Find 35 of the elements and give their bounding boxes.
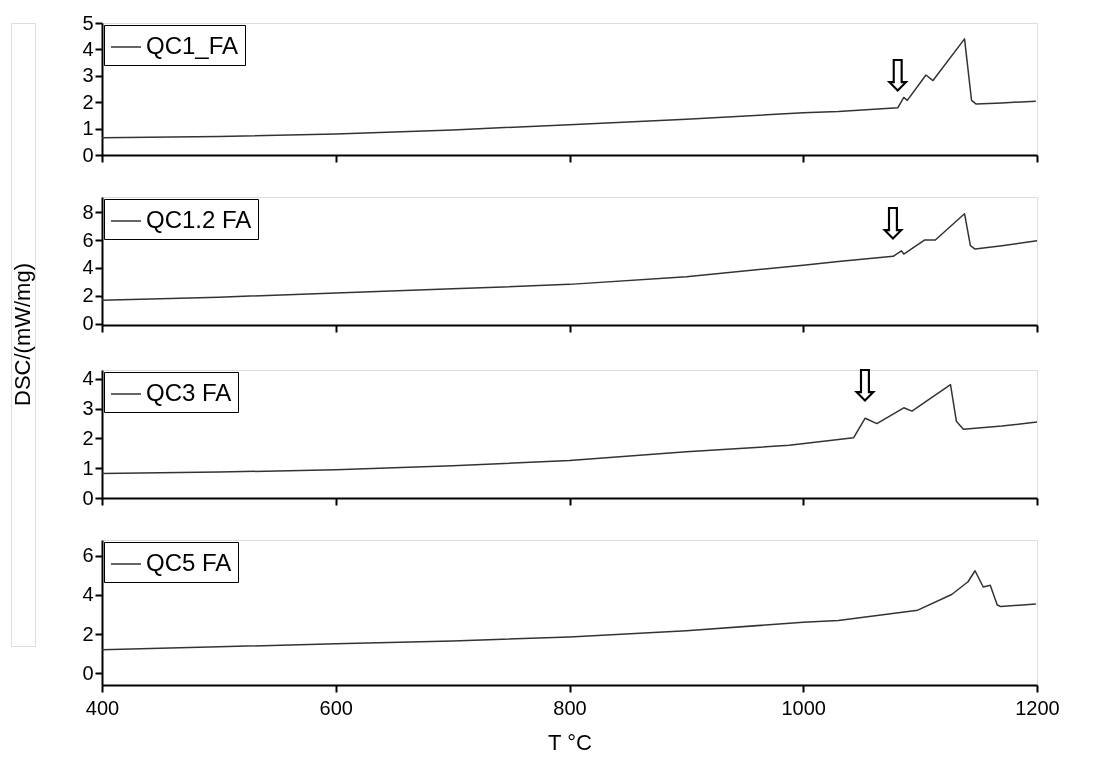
y-tick-label: 0 <box>82 661 94 684</box>
y-tick-label: 5 <box>82 11 94 34</box>
legend-label: QC3 FA <box>146 379 232 406</box>
y-tick-label: 1 <box>82 117 94 140</box>
legend-label: QC5 FA <box>146 549 232 576</box>
y-tick-label: 2 <box>82 284 94 307</box>
annotation: ⇩ <box>874 198 912 250</box>
y-tick-label: 4 <box>82 256 94 279</box>
legend-label: QC1_FA <box>146 32 239 59</box>
y-tick-label: 2 <box>82 90 94 113</box>
line-series <box>101 38 1037 139</box>
y-tick-label: 1 <box>82 456 94 479</box>
y-tick-label: 4 <box>82 367 94 390</box>
y-tick-label: 4 <box>82 37 94 60</box>
x-tick-label: 1000 <box>781 696 826 719</box>
x-tick-label: 600 <box>319 696 353 719</box>
y-tick-label: 3 <box>82 64 94 87</box>
y-tick-label: 0 <box>82 486 94 509</box>
y-axis-title: DSC/(mW/mg) <box>10 263 35 406</box>
y-tick-label: 0 <box>82 312 94 335</box>
y-tick-label: 6 <box>82 544 94 567</box>
x-axis-title: T °C <box>548 729 593 755</box>
y-tick-label: 0 <box>82 143 94 166</box>
y-tick-label: 8 <box>82 200 94 223</box>
x-tick-label: 1200 <box>1015 696 1060 719</box>
annotation: ⇩ <box>879 49 917 101</box>
x-tick-label: 800 <box>553 696 587 719</box>
y-tick-label: 2 <box>82 622 94 645</box>
y-tick-label: 3 <box>82 397 94 420</box>
legend-label: QC1.2 FA <box>146 206 252 233</box>
annotation: ⇩ <box>846 360 884 412</box>
y-tick-label: 2 <box>82 426 94 449</box>
y-tick-label: 6 <box>82 228 94 251</box>
y-tick-label: 4 <box>82 583 94 606</box>
x-tick-label: 400 <box>85 696 120 719</box>
